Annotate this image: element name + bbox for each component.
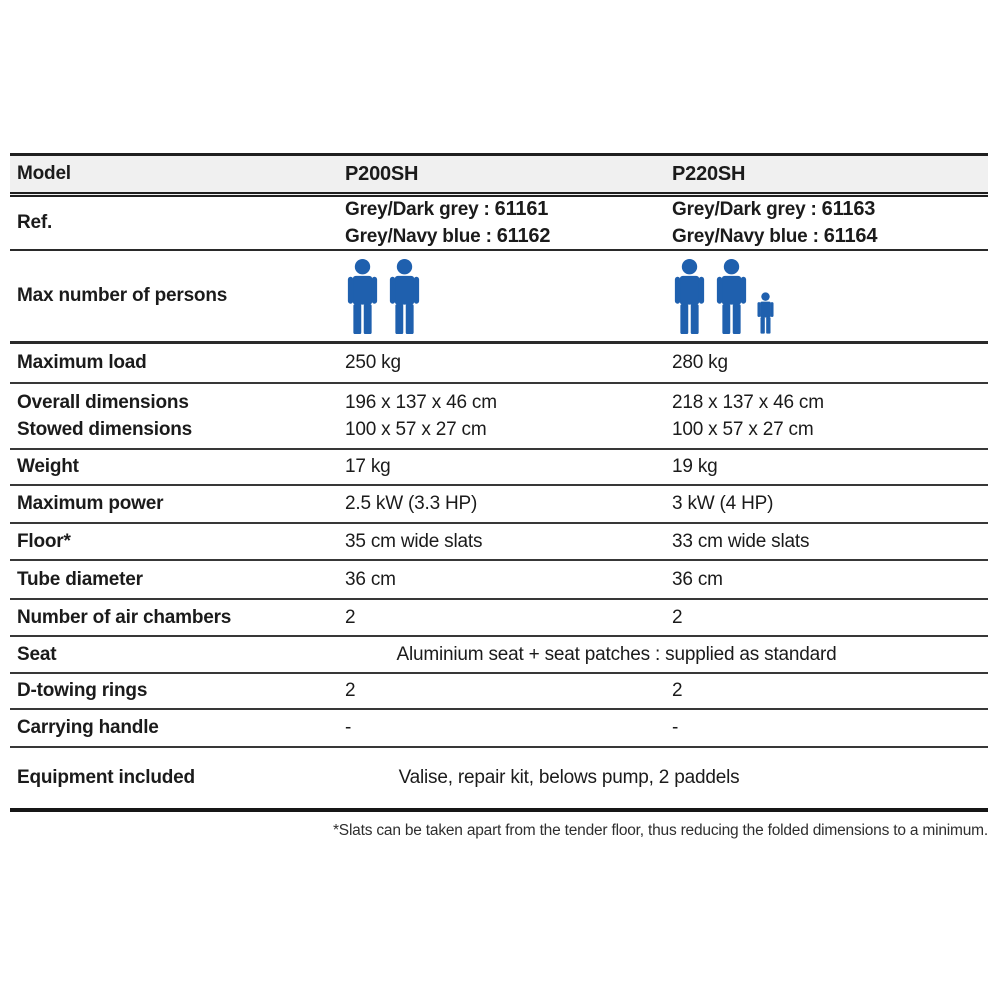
slats-footnote: *Slats can be taken apart from the tende… bbox=[332, 822, 988, 839]
max-persons-label: Max number of persons bbox=[17, 285, 228, 306]
seat-value: Aluminium seat + seat patches : supplied… bbox=[396, 643, 837, 665]
maximum-power-p220sh: 3 kW (4 HP) bbox=[672, 493, 774, 514]
stowed-dimensions-label: Stowed dimensions bbox=[17, 419, 193, 440]
tube-diameter-row: Tube diameter 36 cm 36 cm bbox=[10, 561, 988, 600]
seat-label: Seat bbox=[17, 643, 57, 665]
ref-label: Ref. bbox=[17, 212, 53, 233]
child-icon bbox=[757, 291, 774, 334]
tube-diameter-label: Tube diameter bbox=[17, 568, 143, 590]
max-persons-row: Max number of persons bbox=[10, 251, 988, 344]
dimensions-p220sh: 218 x 137 x 46 cm 100 x 57 x 27 cm bbox=[672, 389, 988, 443]
d-towing-rings-p220sh: 2 bbox=[672, 680, 683, 701]
tube-diameter-p220sh: 36 cm bbox=[672, 568, 723, 590]
ref-line: Grey/Navy blue :61162 bbox=[345, 223, 672, 250]
stowed-dimensions-value: 100 x 57 x 27 cm bbox=[345, 419, 487, 440]
dimensions-row: Overall dimensions Stowed dimensions 196… bbox=[10, 384, 988, 450]
maximum-power-label: Maximum power bbox=[17, 493, 164, 514]
dimensions-p200sh: 196 x 137 x 46 cm 100 x 57 x 27 cm bbox=[345, 389, 672, 443]
persons-icons-p200sh bbox=[345, 258, 672, 334]
ref-line: Grey/Dark grey :61163 bbox=[672, 196, 988, 223]
maximum-load-p220sh: 280 kg bbox=[672, 352, 728, 373]
ref-line: Grey/Dark grey :61161 bbox=[345, 196, 672, 223]
weight-p220sh: 19 kg bbox=[672, 456, 718, 477]
ref-line: Grey/Navy blue :61164 bbox=[672, 223, 988, 250]
d-towing-rings-p200sh: 2 bbox=[345, 680, 356, 701]
ref-code: 61163 bbox=[821, 198, 876, 220]
d-towing-rings-row: D-towing rings 2 2 bbox=[10, 674, 988, 710]
floor-row: Floor* 35 cm wide slats 33 cm wide slats bbox=[10, 524, 988, 561]
carrying-handle-p200sh: - bbox=[345, 717, 352, 738]
ref-code: 61162 bbox=[496, 225, 551, 247]
dimensions-labels: Overall dimensions Stowed dimensions bbox=[10, 389, 345, 443]
person-icon bbox=[389, 258, 420, 334]
overall-dimensions-value: 218 x 137 x 46 cm bbox=[672, 392, 824, 413]
person-icon bbox=[347, 258, 378, 334]
carrying-handle-label: Carrying handle bbox=[17, 717, 159, 738]
floor-p220sh: 33 cm wide slats bbox=[672, 530, 810, 552]
air-chambers-row: Number of air chambers 2 2 bbox=[10, 600, 988, 637]
model-header-label: Model bbox=[17, 163, 71, 184]
ref-values-p220sh: Grey/Dark grey :61163 Grey/Navy blue :61… bbox=[672, 196, 988, 250]
ref-color-label: Grey/Navy blue : bbox=[672, 226, 819, 247]
air-chambers-label: Number of air chambers bbox=[17, 606, 232, 628]
stowed-dimensions-value: 100 x 57 x 27 cm bbox=[672, 419, 814, 440]
seat-row: Seat Aluminium seat + seat patches : sup… bbox=[10, 637, 988, 674]
air-chambers-p200sh: 2 bbox=[345, 606, 356, 628]
person-icon bbox=[716, 258, 747, 334]
d-towing-rings-label: D-towing rings bbox=[17, 680, 148, 701]
maximum-power-row: Maximum power 2.5 kW (3.3 HP) 3 kW (4 HP… bbox=[10, 486, 988, 524]
carrying-handle-row: Carrying handle - - bbox=[10, 710, 988, 748]
ref-code: 61161 bbox=[494, 198, 549, 220]
ref-row: Ref. Grey/Dark grey :61161 Grey/Navy blu… bbox=[10, 197, 988, 251]
maximum-load-label: Maximum load bbox=[17, 352, 147, 373]
ref-color-label: Grey/Dark grey : bbox=[672, 199, 817, 220]
maximum-load-p200sh: 250 kg bbox=[345, 352, 401, 373]
overall-dimensions-value: 196 x 137 x 46 cm bbox=[345, 392, 497, 413]
floor-p200sh: 35 cm wide slats bbox=[345, 530, 483, 552]
ref-values-p200sh: Grey/Dark grey :61161 Grey/Navy blue :61… bbox=[345, 196, 672, 250]
person-icon bbox=[674, 258, 705, 334]
carrying-handle-p220sh: - bbox=[672, 717, 679, 738]
maximum-load-row: Maximum load 250 kg 280 kg bbox=[10, 344, 988, 384]
maximum-power-p200sh: 2.5 kW (3.3 HP) bbox=[345, 493, 478, 514]
weight-label: Weight bbox=[17, 456, 79, 477]
floor-label: Floor* bbox=[17, 530, 71, 552]
equipment-row: Equipment included Valise, repair kit, b… bbox=[10, 748, 988, 812]
equipment-value: Valise, repair kit, belows pump, 2 padde… bbox=[398, 767, 740, 788]
spec-table: Model P200SH P220SH Ref. Grey/Dark grey … bbox=[10, 153, 988, 812]
tube-diameter-p200sh: 36 cm bbox=[345, 568, 396, 590]
persons-icons-p220sh bbox=[672, 258, 988, 334]
weight-row: Weight 17 kg 19 kg bbox=[10, 450, 988, 486]
weight-p200sh: 17 kg bbox=[345, 456, 391, 477]
model-name-p200sh: P200SH bbox=[345, 162, 419, 185]
equipment-label: Equipment included bbox=[17, 767, 195, 788]
overall-dimensions-label: Overall dimensions bbox=[17, 392, 189, 413]
ref-code: 61164 bbox=[823, 225, 878, 247]
ref-color-label: Grey/Dark grey : bbox=[345, 199, 490, 220]
ref-color-label: Grey/Navy blue : bbox=[345, 226, 492, 247]
air-chambers-p220sh: 2 bbox=[672, 606, 683, 628]
model-header-row: Model P200SH P220SH bbox=[10, 156, 988, 197]
model-name-p220sh: P220SH bbox=[672, 162, 746, 185]
